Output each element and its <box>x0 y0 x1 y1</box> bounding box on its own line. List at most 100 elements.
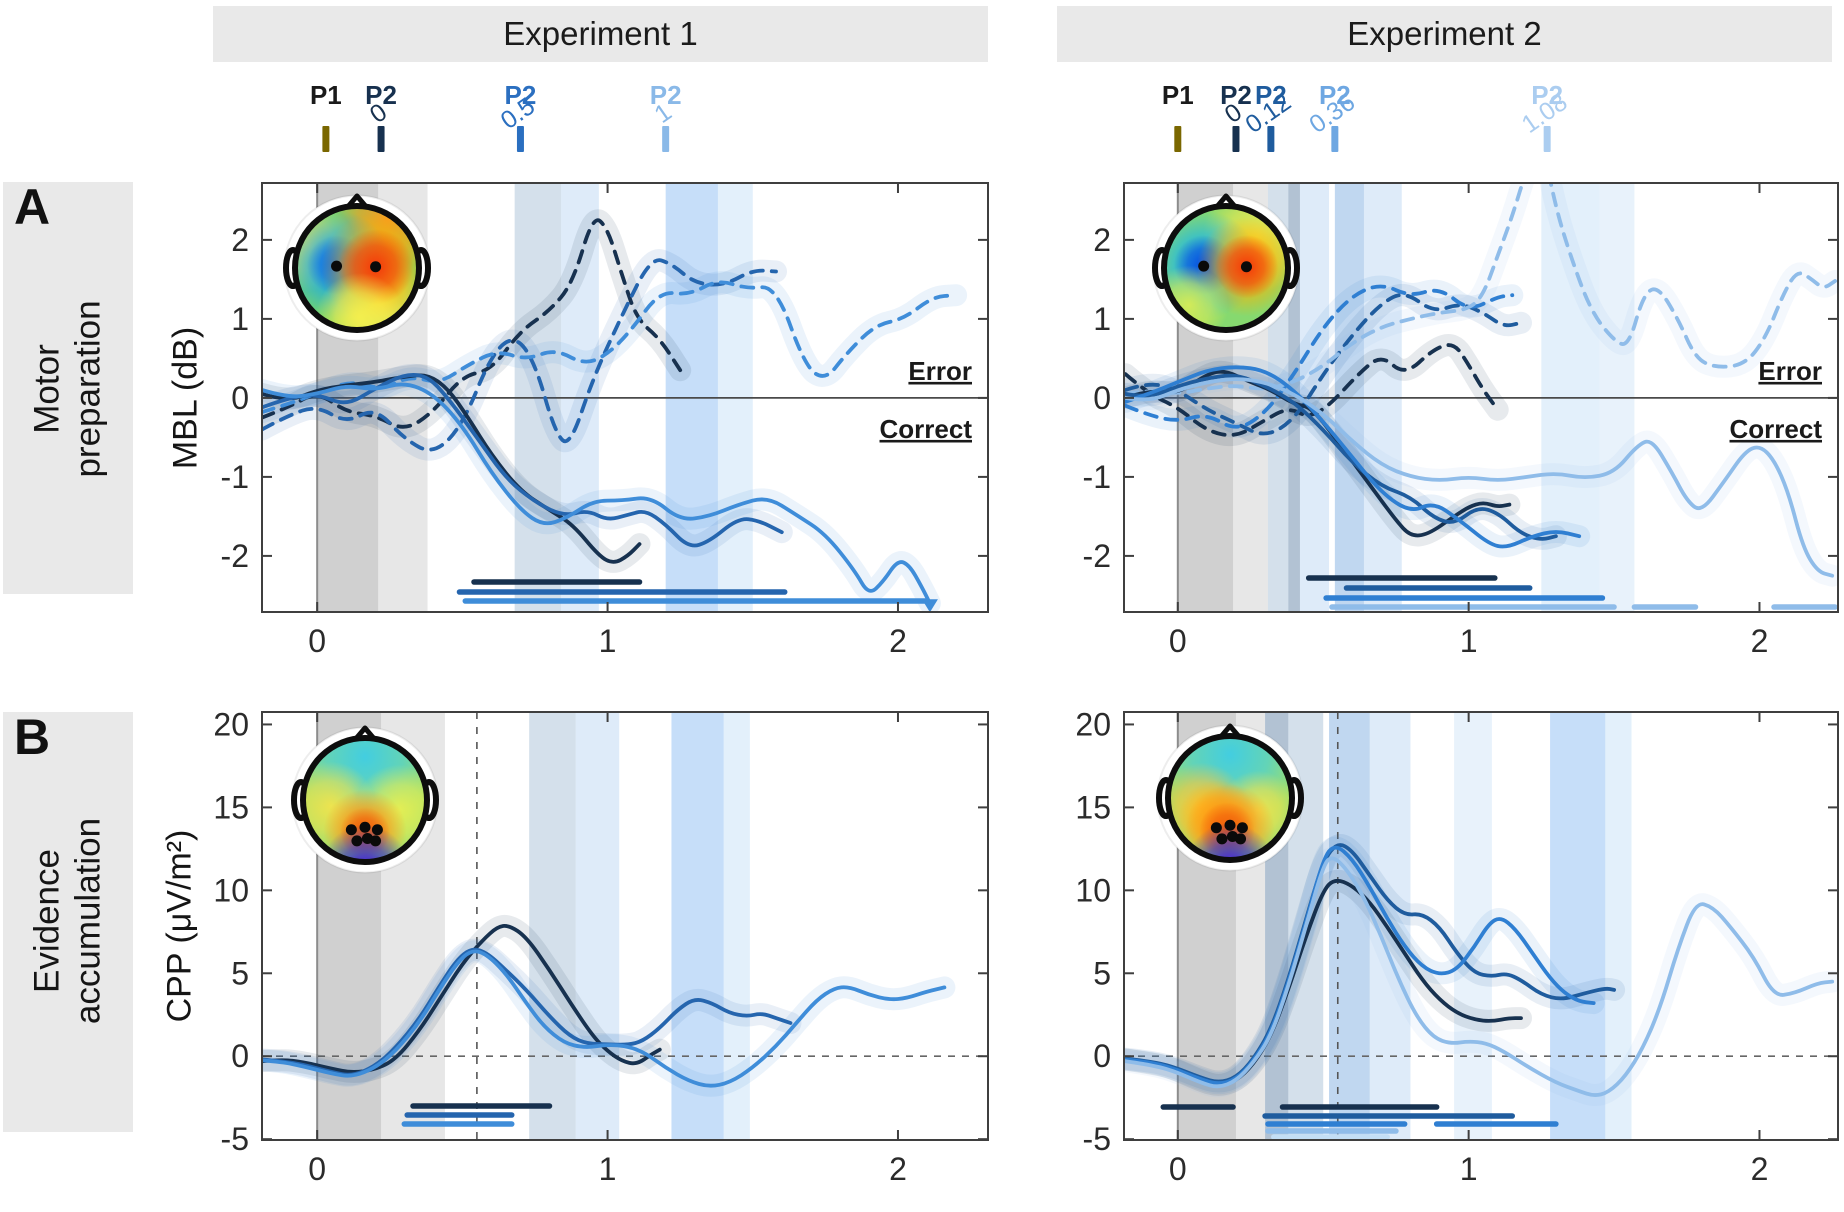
stimulus-tick-p2 <box>1543 126 1551 152</box>
x-tick-label: 0 <box>1169 623 1187 659</box>
row-label-line-1: Evidence <box>27 849 67 993</box>
y-tick-label: 20 <box>213 706 249 742</box>
stimulus-label: P2 <box>1531 80 1563 110</box>
y-tick-label: 20 <box>1075 706 1111 742</box>
row-label-evidence-accumulation: Evidence accumulation <box>27 818 110 1024</box>
row-label-box-motor-preparation <box>3 182 133 594</box>
electrode-dot <box>345 824 357 836</box>
stimulus-tick-p2 <box>1267 126 1275 152</box>
time-window-band <box>1329 712 1370 1140</box>
panel-B2: 0 1 2 20 15 10 5 0 -5 <box>1075 706 1839 1187</box>
series-correct_p2_1 <box>262 382 932 606</box>
stimulus-tick-p2 <box>662 126 670 152</box>
y-tick-label: 1 <box>1093 301 1111 337</box>
stimulus-tick-p2 <box>1232 126 1240 152</box>
electrode-dot <box>1224 819 1236 831</box>
topographic-map <box>291 725 439 874</box>
y-tick-label: 15 <box>213 789 249 825</box>
topographic-map <box>1156 723 1304 872</box>
correct-label: Correct <box>1730 414 1823 444</box>
series-error_p2_108 <box>1124 183 1837 396</box>
y-tick-label: 2 <box>1093 222 1111 258</box>
y-tick-label: -2 <box>1083 538 1111 574</box>
y-tick-label: 5 <box>1093 955 1111 991</box>
electrode-dot <box>371 824 383 836</box>
stimulus-label: P1 <box>1162 80 1194 110</box>
y-tick-label: 5 <box>231 955 249 991</box>
y-tick-label: 0 <box>231 380 249 416</box>
electrode-dot <box>331 260 343 272</box>
curve-end-arrow <box>921 599 938 612</box>
stimulus-tick-p1 <box>1174 126 1182 152</box>
y-tick-label: 0 <box>1093 380 1111 416</box>
series-correct_p2_108 <box>1124 377 1835 578</box>
electrode-dot <box>370 261 382 273</box>
stimulus-label: P2 <box>365 80 397 110</box>
axes-border <box>1123 711 1839 1141</box>
y-tick-label: -1 <box>221 459 249 495</box>
row-label-motor-preparation: Motor preparation <box>27 300 110 477</box>
y-axis-title-mbl: MBL (dB) <box>166 326 205 470</box>
panel-letter-a: A <box>14 179 51 235</box>
electrode-dot <box>351 835 363 847</box>
x-tick-label: 1 <box>1460 623 1478 659</box>
time-window-band <box>529 712 576 1140</box>
row-label-box-evidence-accumulation <box>3 712 133 1132</box>
y-axis-title-cpp: CPP (μV/m²) <box>160 829 199 1023</box>
y-tick-label: -2 <box>221 538 249 574</box>
column-header-experiment-2: Experiment 2 <box>1057 6 1832 62</box>
series-correct_p2_036 <box>1124 365 1582 549</box>
electrode-dot <box>1235 833 1247 845</box>
stimulus-label: P2 <box>505 80 537 110</box>
time-window-band <box>1454 712 1492 1140</box>
y-tick-label: 2 <box>231 222 249 258</box>
stimulus-label: P2 <box>650 80 682 110</box>
time-window-band <box>723 712 750 1140</box>
x-tick-label: 2 <box>889 1151 907 1187</box>
series-error_p2_0 <box>1124 343 1500 437</box>
panel-B1: 0 1 2 20 15 10 5 0 -5 <box>213 706 989 1187</box>
stimulus-tick-p1 <box>322 126 330 152</box>
y-tick-label: 0 <box>1093 1038 1111 1074</box>
time-window-band <box>575 712 620 1140</box>
panel-A2: 0 1 2 2 1 0 -1 -2 Error Correct <box>1083 182 1839 659</box>
y-tick-label: -5 <box>1083 1121 1111 1157</box>
electrode-dot <box>1216 833 1228 845</box>
series-correct_p2_0 <box>262 924 662 1074</box>
electrode-dot <box>1240 261 1252 273</box>
panel-A1: 0 1 2 2 1 0 -1 -2 Error Correct <box>221 182 989 659</box>
stimulus-label: P2 <box>1319 80 1351 110</box>
time-window-band <box>1550 712 1606 1140</box>
stimulus-label: P2 <box>1255 80 1287 110</box>
panel-letter-b: B <box>14 709 51 765</box>
y-tick-label: 10 <box>213 872 249 908</box>
stimulus-label: P1 <box>310 80 342 110</box>
electrode-dot <box>359 821 371 833</box>
x-tick-label: 2 <box>1751 623 1769 659</box>
time-window-band <box>671 712 724 1140</box>
series-error_p2_1 <box>262 280 958 414</box>
series-error_p2_05 <box>262 258 778 452</box>
electrode-dot <box>1236 822 1248 834</box>
series-error_p2_036 <box>1124 284 1515 429</box>
error-label: Error <box>908 356 972 386</box>
stimulus-tick-p2 <box>1331 126 1339 152</box>
stimulus-label: P2 <box>1220 80 1252 110</box>
topographic-map <box>283 193 431 342</box>
series-error_p2_0 <box>262 218 683 429</box>
y-tick-label: 1 <box>231 301 249 337</box>
x-tick-label: 0 <box>1169 1151 1187 1187</box>
series-correct_p2_05 <box>262 373 784 548</box>
row-label-line-1: Motor <box>27 344 67 434</box>
series-correct_p2_108 <box>1124 856 1835 1097</box>
time-window-band <box>1605 712 1632 1140</box>
electrode-dot <box>370 835 382 847</box>
correct-label: Correct <box>880 414 973 444</box>
y-tick-label: 0 <box>231 1038 249 1074</box>
stimulus-tick-p2 <box>377 126 385 152</box>
y-tick-label: -5 <box>221 1121 249 1157</box>
x-tick-label: 0 <box>308 623 326 659</box>
